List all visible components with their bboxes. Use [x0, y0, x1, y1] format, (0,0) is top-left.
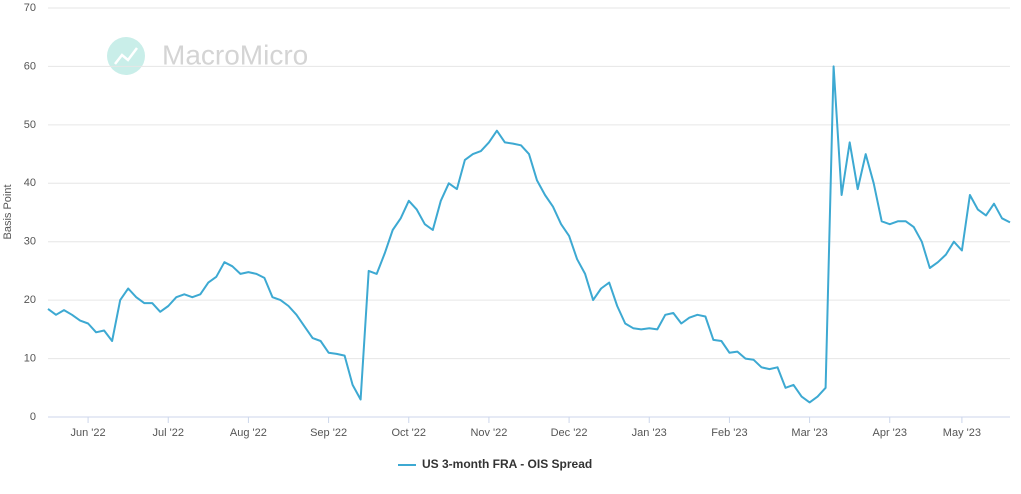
watermark-logo	[107, 37, 145, 75]
x-tick-label: Feb '23	[711, 427, 747, 439]
y-tick-label: 30	[24, 236, 36, 248]
y-tick-label: 60	[24, 60, 36, 72]
x-tick-label: Jun '22	[71, 427, 106, 439]
x-tick-label: Oct '22	[391, 427, 426, 439]
x-tick-label: Apr '23	[872, 427, 907, 439]
x-tick-label: Nov '22	[470, 427, 507, 439]
watermark: MacroMicro	[107, 37, 308, 75]
watermark-logo-line	[114, 47, 138, 65]
y-tick-label: 40	[24, 177, 36, 189]
x-tick-label: Dec '22	[551, 427, 588, 439]
y-tick-label: 50	[24, 119, 36, 131]
x-tick-label: Jan '23	[632, 427, 667, 439]
y-tick-label: 0	[30, 411, 36, 423]
x-tick-label: Aug '22	[230, 427, 267, 439]
watermark-text: MacroMicro	[162, 39, 308, 70]
y-tick-label: 70	[24, 2, 36, 14]
legend-label: US 3-month FRA - OIS Spread	[422, 457, 592, 471]
x-tick-label: May '23	[943, 427, 981, 439]
y-axis-label: Basis Point	[2, 184, 14, 239]
x-tick-label: Sep '22	[310, 427, 347, 439]
y-tick-label: 20	[24, 294, 36, 306]
y-tick-label: 10	[24, 352, 36, 364]
x-tick-label: Mar '23	[791, 427, 827, 439]
x-tick-label: Jul '22	[153, 427, 184, 439]
line-series	[47, 65, 1011, 404]
